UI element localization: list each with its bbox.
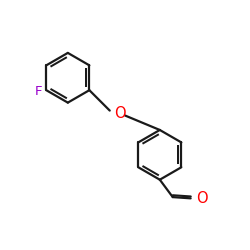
Text: O: O (196, 191, 208, 206)
Text: F: F (34, 85, 42, 98)
Text: O: O (114, 106, 126, 120)
